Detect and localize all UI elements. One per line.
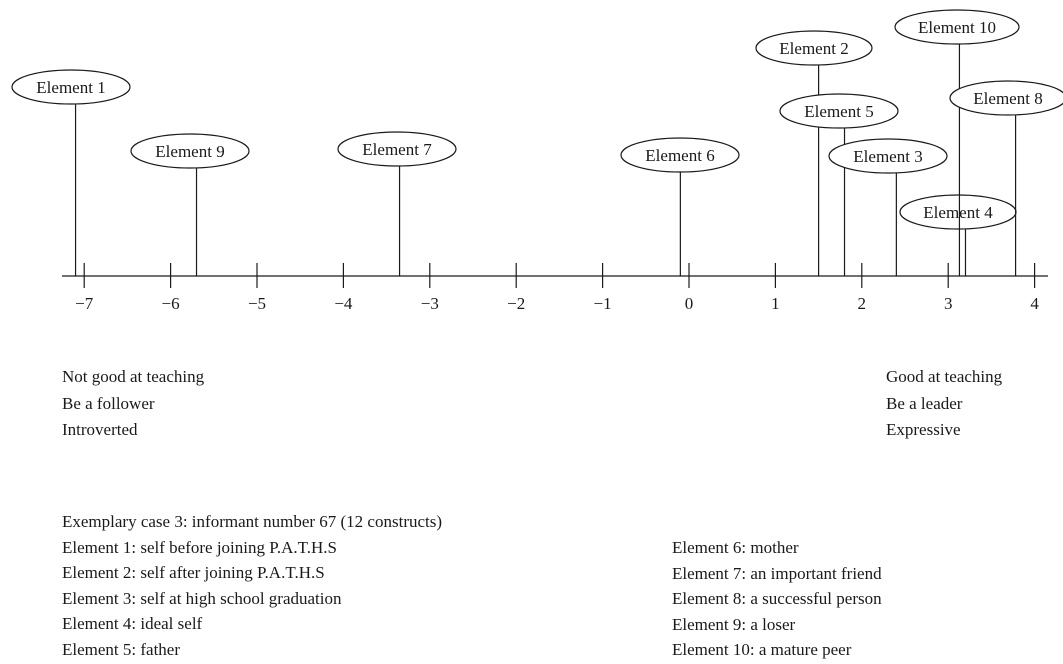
element-markers: Element 1 Element 9 Element 7 Element 6 Elem…: [11, 9, 1063, 276]
element-label: Element 10: [918, 18, 996, 37]
legend-item: Element 2: self after joining P.A.T.H.S: [62, 563, 325, 582]
pole-right-label: Be a leader: [886, 393, 963, 413]
element-label: Element 5: [804, 102, 873, 121]
element-label-ellipse: [779, 93, 899, 129]
element-label-ellipse: [894, 9, 1020, 45]
element-label-ellipse: [620, 137, 740, 173]
axis-tick-label: −1: [594, 294, 612, 313]
element-label-ellipse: [130, 133, 250, 169]
element-label: Element 2: [779, 39, 848, 58]
element-label-ellipse: [828, 138, 948, 174]
legend-item: Element 3: self at high school graduatio…: [62, 588, 342, 608]
legend-item: Element 10: a mature peer: [672, 640, 852, 659]
element-label: Element 1: [36, 78, 105, 97]
element-label-ellipse: [11, 69, 131, 105]
element-label: Element 6: [645, 146, 714, 165]
legend-item: Element 4: ideal self: [62, 614, 203, 633]
legend-item: Element 9: a loser: [672, 614, 796, 634]
axis-tick-label: 4: [1030, 294, 1039, 313]
element-label: Element 7: [362, 140, 432, 159]
axis-tick-label: 1: [771, 294, 780, 313]
legend-left: Exemplary case 3: informant number 67 (1…: [62, 509, 442, 662]
legend-item: Element 8: a successful person: [672, 589, 882, 608]
legend-right: Element 6: mother Element 7: an importan…: [672, 535, 882, 663]
axis-tick-label: −5: [248, 294, 266, 313]
pole-left-label: Not good at teaching: [62, 367, 205, 386]
legend-item: Element 1: self before joining P.A.T.H.S: [62, 537, 337, 557]
axis-tick-label: −3: [421, 294, 439, 313]
pole-right-label: Expressive: [886, 420, 961, 439]
element-label: Element 3: [853, 147, 922, 166]
legend-item: Element 7: an important friend: [672, 563, 882, 583]
pole-right-labels: Good at teaching Be a leader Expressive: [886, 364, 1002, 444]
legend-item: Element 6: mother: [672, 538, 799, 557]
pole-left-labels: Not good at teaching Be a follower Intro…: [62, 364, 204, 444]
pole-left-label: Be a follower: [62, 393, 155, 413]
legend-title: Exemplary case 3: informant number 67 (1…: [62, 512, 443, 531]
pole-left-label: Introverted: [62, 420, 138, 439]
axis-tick-label: 2: [858, 294, 867, 313]
axis-tick-label: −6: [162, 294, 180, 313]
axis-tick-label: −2: [507, 294, 525, 313]
axis-tick-label: −4: [334, 294, 353, 313]
pole-right-label: Good at teaching: [886, 367, 1003, 386]
element-label: Element 4: [923, 203, 993, 222]
element-label-ellipse: [337, 131, 457, 167]
element-label-ellipse: [949, 80, 1063, 116]
axis-tick-label: 0: [685, 294, 694, 313]
element-label: Element 8: [973, 89, 1042, 108]
element-label: Element 9: [155, 142, 224, 161]
axis-tick-label: −7: [75, 294, 94, 313]
element-label-ellipse: [755, 30, 873, 66]
legend-item: Element 5: father: [62, 639, 181, 659]
axis-tick-label: 3: [944, 294, 953, 313]
axis-ticks: −7 −6 −5 −4 −3 −2 −1 0 1 2 3 4: [75, 263, 1039, 313]
